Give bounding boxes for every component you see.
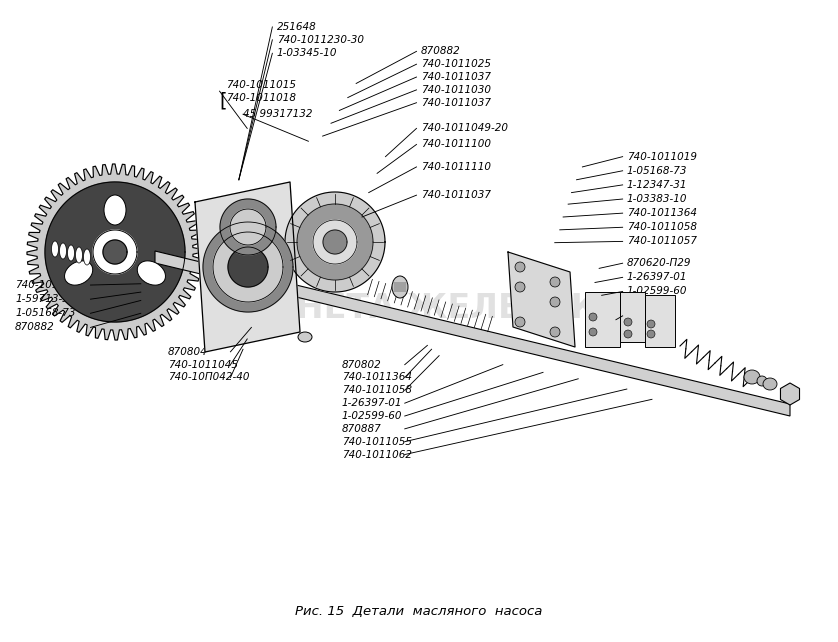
Circle shape xyxy=(515,262,525,272)
Text: 740-1011058: 740-1011058 xyxy=(627,222,697,232)
Polygon shape xyxy=(103,240,127,264)
Polygon shape xyxy=(780,383,799,405)
Circle shape xyxy=(550,297,560,307)
Polygon shape xyxy=(230,209,266,245)
Polygon shape xyxy=(213,232,283,302)
Circle shape xyxy=(624,330,632,338)
Text: 1-05168-73: 1-05168-73 xyxy=(627,166,687,176)
Polygon shape xyxy=(297,204,373,280)
Ellipse shape xyxy=(763,378,777,390)
Polygon shape xyxy=(93,230,137,274)
Circle shape xyxy=(550,277,560,287)
Text: 740-1011049-20: 740-1011049-20 xyxy=(421,123,508,134)
Ellipse shape xyxy=(59,243,66,259)
Circle shape xyxy=(647,320,655,328)
Text: 740-1011030: 740-1011030 xyxy=(421,85,491,95)
Text: 1-26397-01: 1-26397-01 xyxy=(342,398,402,408)
Text: 870882: 870882 xyxy=(421,46,460,56)
Text: 740-1011110: 740-1011110 xyxy=(421,162,491,172)
Text: 740-1011230-30: 740-1011230-30 xyxy=(277,35,364,45)
Circle shape xyxy=(589,328,597,336)
Ellipse shape xyxy=(744,370,760,384)
Text: 870887: 870887 xyxy=(627,311,666,321)
Text: 740-1011364: 740-1011364 xyxy=(342,372,412,383)
Polygon shape xyxy=(27,164,203,340)
Text: 740-1011018: 740-1011018 xyxy=(226,92,297,103)
Circle shape xyxy=(647,330,655,338)
Ellipse shape xyxy=(51,241,59,257)
Polygon shape xyxy=(195,182,300,352)
Circle shape xyxy=(515,317,525,327)
Text: 251648: 251648 xyxy=(277,22,316,32)
Circle shape xyxy=(589,313,597,321)
Ellipse shape xyxy=(68,245,75,261)
Text: 45 99317132: 45 99317132 xyxy=(243,109,313,119)
Polygon shape xyxy=(313,220,357,264)
Text: Рис. 15  Детали  масляного  насоса: Рис. 15 Детали масляного насоса xyxy=(295,605,543,618)
Ellipse shape xyxy=(298,332,312,342)
Polygon shape xyxy=(228,247,268,287)
Text: 870882: 870882 xyxy=(15,322,54,333)
Circle shape xyxy=(550,327,560,337)
Text: 870804: 870804 xyxy=(168,347,207,357)
Ellipse shape xyxy=(137,261,165,285)
Text: 740-1011058: 740-1011058 xyxy=(342,385,412,395)
Text: 740-1011364: 740-1011364 xyxy=(627,208,697,218)
Text: 1-05168-73: 1-05168-73 xyxy=(15,308,75,318)
Text: 740-1011100: 740-1011100 xyxy=(421,139,491,150)
Text: 740-1011019: 740-1011019 xyxy=(627,152,697,162)
Text: 1-02599-60: 1-02599-60 xyxy=(342,411,402,421)
Bar xyxy=(620,292,645,342)
Polygon shape xyxy=(45,182,185,322)
Text: 1-03345-10: 1-03345-10 xyxy=(277,48,337,58)
Text: 870802: 870802 xyxy=(342,360,381,370)
Text: [: [ xyxy=(220,91,227,110)
Ellipse shape xyxy=(65,261,93,285)
Text: 1-26397-01: 1-26397-01 xyxy=(627,272,687,282)
Text: 740-1011045: 740-1011045 xyxy=(168,360,238,370)
Polygon shape xyxy=(220,199,276,255)
Polygon shape xyxy=(285,192,385,292)
Text: 740-1011037: 740-1011037 xyxy=(421,190,491,200)
Text: 1-03383-10: 1-03383-10 xyxy=(627,194,687,204)
Text: 1-02599-60: 1-02599-60 xyxy=(627,286,687,297)
Polygon shape xyxy=(155,251,790,416)
Ellipse shape xyxy=(75,247,82,263)
Ellipse shape xyxy=(392,276,408,298)
Text: ПЛАНЕТА ЖЕЛЕЗЯКА: ПЛАНЕТА ЖЕЛЕЗЯКА xyxy=(215,291,623,325)
Ellipse shape xyxy=(84,249,91,265)
Text: 740-1011057: 740-1011057 xyxy=(627,236,697,247)
Polygon shape xyxy=(203,222,293,312)
Bar xyxy=(645,295,675,347)
Text: 1-59713-31: 1-59713-31 xyxy=(15,294,75,304)
Text: 740-1011025: 740-1011025 xyxy=(421,59,491,69)
Ellipse shape xyxy=(757,376,767,386)
Text: 1-12347-31: 1-12347-31 xyxy=(627,180,687,190)
Polygon shape xyxy=(323,230,347,254)
Polygon shape xyxy=(508,252,575,347)
Text: 740-1011062: 740-1011062 xyxy=(342,449,412,460)
Text: 870620-П29: 870620-П29 xyxy=(627,258,691,268)
Text: 870887: 870887 xyxy=(342,424,381,434)
Text: 740-1011037: 740-1011037 xyxy=(421,72,491,82)
Bar xyxy=(585,292,620,347)
Circle shape xyxy=(624,318,632,326)
Text: 740-1011034: 740-1011034 xyxy=(15,280,85,290)
Text: 740-1011037: 740-1011037 xyxy=(421,98,491,108)
Text: 740-1011015: 740-1011015 xyxy=(226,80,297,90)
Circle shape xyxy=(515,282,525,292)
Ellipse shape xyxy=(104,195,126,225)
Text: 740-1011055: 740-1011055 xyxy=(342,437,412,447)
Text: 740-10П042-40: 740-10П042-40 xyxy=(168,372,249,383)
